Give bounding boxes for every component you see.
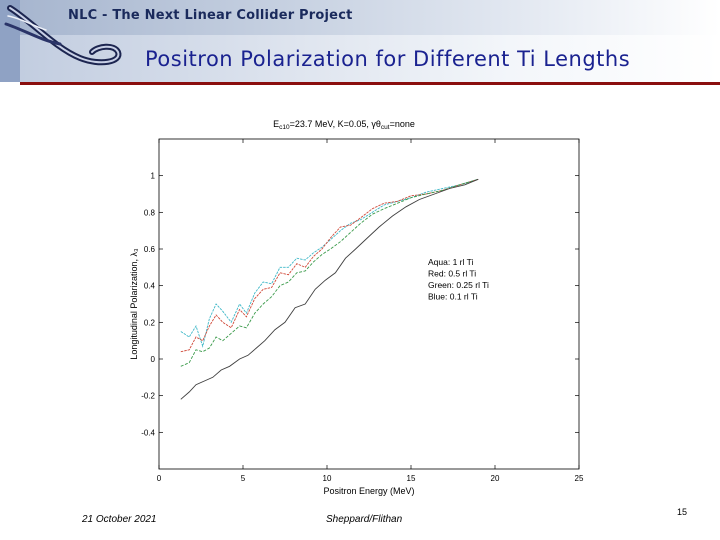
chart-title-pre: E — [273, 119, 279, 129]
x-tick-label: 5 — [241, 474, 246, 483]
footer-date: 21 October 2021 — [82, 514, 157, 525]
x-tick-label: 25 — [575, 474, 584, 483]
y-tick-label: 0.8 — [144, 208, 156, 217]
legend-entry-3: Green: 0.25 rl Ti — [428, 280, 489, 290]
nlc-logo-icon — [0, 0, 122, 82]
chart-title-post: =none — [390, 119, 415, 129]
title-divider — [20, 82, 720, 85]
x-tick-label: 0 — [157, 474, 162, 483]
plot-frame — [158, 138, 580, 470]
axis-ticks: 0 5 10 15 20 25 -0.4 -0.2 0 0.2 0.4 0.6 0.8 1 — [141, 139, 584, 483]
chart-title-sub1: c10 — [279, 124, 290, 131]
title-band — [20, 35, 720, 82]
y-tick-label: 0.4 — [144, 282, 156, 291]
header-band — [20, 0, 720, 35]
series-line-4 — [180, 178, 479, 400]
chart-title-mid: =23.7 MeV, K=0.05, γθ — [290, 119, 381, 129]
x-tick-label: 15 — [407, 474, 416, 483]
x-tick-label: 10 — [323, 474, 332, 483]
y-axis-label: Longitudinal Polarization, λ₃ — [129, 248, 139, 360]
series-line-3 — [180, 178, 479, 367]
project-title: NLC - The Next Linear Collider Project — [68, 8, 353, 23]
legend-entry-4: Blue: 0.1 rl Ti — [428, 292, 478, 302]
y-tick-label: 0.6 — [144, 245, 156, 254]
y-tick-label: 0.2 — [144, 318, 156, 327]
page-number: 15 — [677, 507, 688, 517]
y-tick-label: 0 — [151, 355, 156, 364]
series-line-2 — [180, 178, 479, 353]
slide-title: Positron Polarization for Different Ti L… — [145, 47, 631, 71]
legend-entry-2: Red: 0.5 rl Ti — [428, 269, 476, 279]
series-lines — [180, 178, 479, 400]
footer-authors: Sheppard/Flithan — [326, 514, 403, 525]
y-tick-label: -0.2 — [141, 392, 155, 401]
legend-entry-1: Aqua: 1 rl Ti — [428, 257, 473, 267]
y-tick-label: -0.4 — [141, 428, 155, 437]
chart-title: Ec10=23.7 MeV, K=0.05, γθcut=none — [273, 119, 415, 131]
x-tick-label: 20 — [491, 474, 500, 483]
y-tick-label: 1 — [151, 172, 156, 181]
chart-title-sub2: cut — [381, 124, 390, 131]
x-axis-label: Positron Energy (MeV) — [323, 486, 414, 496]
